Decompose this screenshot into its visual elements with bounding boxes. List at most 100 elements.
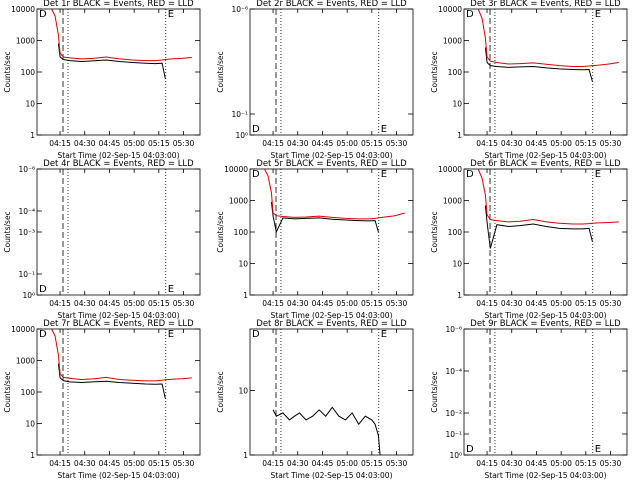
chart-title: Det 3r BLACK = Events, RED = LLD <box>470 0 621 9</box>
annotation: D <box>39 329 47 340</box>
chart-title: Det 7r BLACK = Events, RED = LLD <box>43 319 194 329</box>
x-tick-label: 05:30 <box>386 459 408 468</box>
y-axis-label: Counts/sec <box>3 51 12 92</box>
y-tick-label: 100 <box>21 388 36 397</box>
x-tick-label: 05:30 <box>173 299 195 308</box>
x-tick-label: 04:15 <box>49 139 71 148</box>
y-tick-label: 1000 <box>443 197 462 206</box>
y-axis-label: Counts/sec <box>430 371 439 412</box>
x-tick-label: 05:30 <box>600 299 622 308</box>
panel: Det 4r BLACK = Events, RED = LLD Start Ti… <box>3 159 201 320</box>
series-line <box>484 47 593 82</box>
chart-title: Det 2r BLACK = Events, RED = LLD <box>256 0 407 9</box>
x-tick-label: 04:45 <box>99 459 121 468</box>
x-tick-label: 04:45 <box>526 139 548 148</box>
plot-frame <box>463 328 628 456</box>
x-tick-label: 04:45 <box>99 139 121 148</box>
y-tick-label: 10000 <box>11 325 35 334</box>
y-tick-label: 10⁻² <box>445 409 462 418</box>
series-line <box>263 169 405 220</box>
x-tick-label: 05:15 <box>361 299 383 308</box>
chart-title: Det 5r BLACK = Events, RED = LLD <box>256 159 407 169</box>
series-line <box>57 43 166 80</box>
x-tick-label: 04:30 <box>74 139 96 148</box>
x-tick-label: 05:30 <box>600 459 622 468</box>
panel: Det 1r BLACK = Events, RED = LLD Start Ti… <box>3 0 201 160</box>
x-tick-label: 05:00 <box>123 459 145 468</box>
x-tick-label: 04:30 <box>501 459 523 468</box>
chart-title: Det 1r BLACK = Events, RED = LLD <box>43 0 194 9</box>
y-tick-label: 1 <box>30 131 35 140</box>
annotation: D <box>252 124 260 135</box>
annotation: E <box>168 9 174 20</box>
y-tick-label: 10 <box>238 387 248 396</box>
panel: Det 2r BLACK = Events, RED = LLD Start Ti… <box>216 0 414 160</box>
chart-title: Det 8r BLACK = Events, RED = LLD <box>256 319 407 329</box>
x-tick-label: 05:30 <box>386 299 408 308</box>
y-tick-label: 1 <box>457 291 462 300</box>
y-axis-label: Counts/sec <box>430 211 439 252</box>
y-tick-label: 1 <box>243 291 248 300</box>
series-line <box>477 169 619 225</box>
x-tick-label: 05:00 <box>123 139 145 148</box>
y-tick-label: 10 <box>238 260 248 269</box>
y-tick-label: 10 <box>25 420 35 429</box>
y-tick-label: 10⁻¹ <box>445 430 462 439</box>
annotation: D <box>39 284 47 295</box>
x-tick-label: 04:30 <box>501 299 523 308</box>
x-tick-label: 04:30 <box>287 299 309 308</box>
x-tick-label: 04:15 <box>262 459 284 468</box>
annotation: E <box>595 444 601 455</box>
x-axis-label: Start Time (02-Sep-15 04:03:00) <box>271 311 393 320</box>
x-axis-label: Start Time (02-Sep-15 04:03:00) <box>485 471 607 480</box>
y-tick-label: 10⁻⁴ <box>18 207 35 216</box>
annotation: E <box>595 169 601 180</box>
y-tick-label: 10⁻⁶ <box>18 165 35 174</box>
chart-title: Det 9r BLACK = Events, RED = LLD <box>470 319 621 329</box>
annotation: E <box>168 329 174 340</box>
x-tick-label: 04:45 <box>526 299 548 308</box>
y-tick-label: 10⁻¹ <box>18 270 35 279</box>
y-tick-label: 1000 <box>16 37 35 46</box>
series-line <box>272 406 381 455</box>
y-tick-label: 1000 <box>229 197 248 206</box>
series-line <box>484 205 593 249</box>
annotation: E <box>168 284 174 295</box>
y-tick-label: 1000 <box>443 37 462 46</box>
x-tick-label: 05:15 <box>361 139 383 148</box>
y-tick-label: 100 <box>448 68 463 77</box>
x-tick-label: 04:15 <box>49 299 71 308</box>
y-axis-label: Counts/sec <box>3 371 12 412</box>
annotation: D <box>466 444 474 455</box>
x-tick-label: 04:45 <box>99 299 121 308</box>
y-tick-label: 10 <box>25 100 35 109</box>
x-tick-label: 04:45 <box>312 299 334 308</box>
series-line <box>50 9 192 62</box>
x-tick-label: 05:30 <box>386 139 408 148</box>
y-tick-label: 10000 <box>438 165 462 174</box>
x-tick-label: 04:30 <box>287 459 309 468</box>
y-axis-label: Counts/sec <box>430 51 439 92</box>
annotation: D <box>466 169 474 180</box>
x-tick-label: 05:30 <box>600 139 622 148</box>
x-tick-label: 04:15 <box>476 299 498 308</box>
series-line <box>477 9 619 67</box>
y-tick-label: 10⁻⁶ <box>445 325 462 334</box>
x-tick-label: 05:00 <box>336 299 358 308</box>
x-tick-label: 04:15 <box>262 139 284 148</box>
annotation: E <box>381 124 387 135</box>
x-tick-label: 05:00 <box>123 299 145 308</box>
y-tick-label: 10 <box>452 100 462 109</box>
x-tick-label: 04:15 <box>476 139 498 148</box>
x-tick-label: 05:15 <box>148 299 170 308</box>
x-tick-label: 04:45 <box>312 139 334 148</box>
x-tick-label: 04:30 <box>287 139 309 148</box>
y-tick-label: 10000 <box>11 5 35 14</box>
x-axis-label: Start Time (02-Sep-15 04:03:00) <box>58 471 180 480</box>
panel: Det 8r BLACK = Events, RED = LLD Start Ti… <box>216 319 414 480</box>
plot-frame <box>249 328 414 456</box>
panel: Det 3r BLACK = Events, RED = LLD Start Ti… <box>430 0 628 160</box>
y-tick-label: 10⁻⁶ <box>231 5 248 14</box>
